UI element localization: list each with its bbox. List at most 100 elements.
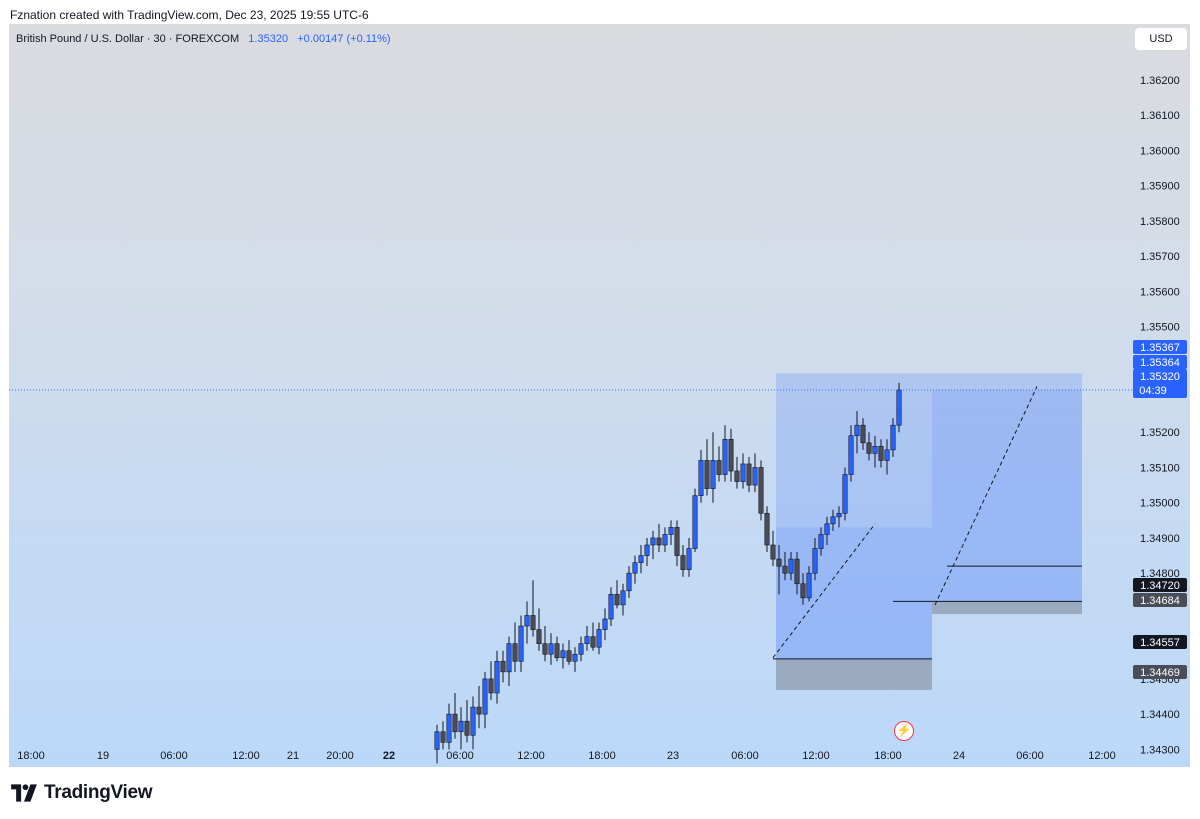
price-tick-label: 1.35900 [1140, 181, 1180, 193]
price-badge: 1.35320 04:39 [1133, 369, 1187, 398]
candle [464, 700, 470, 743]
candle-body [512, 643, 518, 662]
candle-body [656, 537, 662, 546]
candle [656, 523, 662, 553]
candle-body [818, 534, 824, 549]
candle-body [614, 594, 620, 606]
candle [506, 636, 512, 686]
chart-area[interactable]: 1.36200 1.36100 1.36000 1.35900 1.35800 1.357… [9, 24, 1190, 767]
candle [854, 411, 860, 454]
candle-body [806, 572, 812, 599]
candle [692, 488, 698, 553]
candle-body [482, 678, 488, 715]
candle [554, 636, 560, 662]
lightning-icon[interactable]: ⚡ [894, 721, 914, 741]
candle [638, 545, 644, 574]
candle [476, 685, 482, 729]
candle [788, 552, 794, 581]
price-badge-label: 1.34469 [1140, 667, 1180, 679]
drawn-lines[interactable] [772, 386, 1082, 660]
candle-body [692, 495, 698, 549]
price-badge-bg [1133, 665, 1187, 679]
candle [548, 633, 554, 665]
candle [470, 696, 476, 750]
candle-body [518, 625, 524, 662]
candle [602, 608, 608, 641]
candle-body [758, 467, 764, 514]
candle-body [440, 731, 446, 743]
candle-body [446, 713, 452, 743]
candle-body [452, 713, 458, 733]
candle [704, 439, 710, 496]
candle-body [824, 523, 830, 535]
candle-body [854, 424, 860, 437]
candle-body [812, 548, 818, 574]
chart-caption: Fznation created with TradingView.com, D… [10, 8, 369, 22]
candle [614, 580, 620, 609]
candle [608, 587, 614, 627]
candle [518, 615, 524, 672]
candle [668, 520, 674, 545]
candle-body [500, 660, 506, 673]
position-profit-zone [776, 527, 932, 659]
candle-body [530, 615, 536, 630]
candle-body [596, 629, 602, 648]
candle [830, 509, 836, 531]
candle-body [884, 449, 890, 461]
currency-button[interactable]: USD [1135, 28, 1187, 50]
candle [596, 622, 602, 655]
price-axis[interactable]: 1.36200 1.36100 1.36000 1.35900 1.35800 1.357… [1140, 75, 1180, 757]
candle [680, 545, 686, 577]
candle [716, 446, 722, 482]
position-profit-zone [932, 389, 1082, 602]
candle [536, 608, 542, 651]
position-stop-zone [776, 658, 932, 690]
candle [578, 636, 584, 662]
candle-body [740, 463, 746, 482]
candle-body [638, 555, 644, 563]
candle-body [896, 389, 902, 426]
candle-body [524, 615, 530, 627]
candle [710, 432, 716, 503]
symbol-price: 1.35320 [248, 33, 289, 45]
candle [524, 601, 530, 644]
candle-body [734, 470, 740, 482]
symbol-header: British Pound / U.S. Dollar · 30 · FOREX… [16, 33, 391, 45]
candle [674, 520, 680, 567]
candle-body [704, 460, 710, 489]
price-badge-label: 1.34684 [1140, 595, 1180, 607]
candle [452, 693, 458, 739]
trend-line [772, 523, 876, 659]
time-tick-label: 18:00 [874, 750, 902, 762]
candle-body [506, 643, 512, 673]
candlestick-chart[interactable]: 1.36200 1.36100 1.36000 1.35900 1.35800 1.357… [9, 24, 1190, 767]
candle [800, 573, 806, 605]
candle-body [626, 572, 632, 592]
symbol-title: British Pound / U.S. Dollar · 30 · FOREX… [16, 33, 240, 45]
price-tick-label: 1.34800 [1140, 568, 1180, 580]
candle-body [836, 512, 842, 518]
candle [812, 537, 818, 581]
candle [722, 425, 728, 482]
candle [824, 516, 830, 545]
price-tick-label: 1.35500 [1140, 322, 1180, 334]
price-badge: 1.35367 [1133, 340, 1187, 354]
candle-body [872, 446, 878, 454]
time-axis[interactable]: 18:00 19 06:00 12:00 21 20:00 22 06:00 12:00 18:0… [17, 750, 1116, 762]
candle-body [794, 558, 800, 585]
price-badge-label: 1.34720 [1140, 580, 1180, 592]
candle-body [470, 706, 476, 736]
candle [698, 449, 704, 503]
candle [488, 661, 494, 701]
price-badge-label: 1.34557 [1140, 637, 1180, 649]
position-tools[interactable] [776, 373, 1082, 690]
time-tick-label: 06:00 [446, 750, 474, 762]
position-stop-zone [932, 601, 1082, 615]
price-tick-label: 1.34900 [1140, 533, 1180, 545]
candle-body [566, 650, 572, 662]
candle [860, 418, 866, 450]
candle [626, 566, 632, 598]
candle [632, 555, 638, 584]
candle-body [668, 527, 674, 535]
price-tick-label: 1.36200 [1140, 75, 1180, 87]
